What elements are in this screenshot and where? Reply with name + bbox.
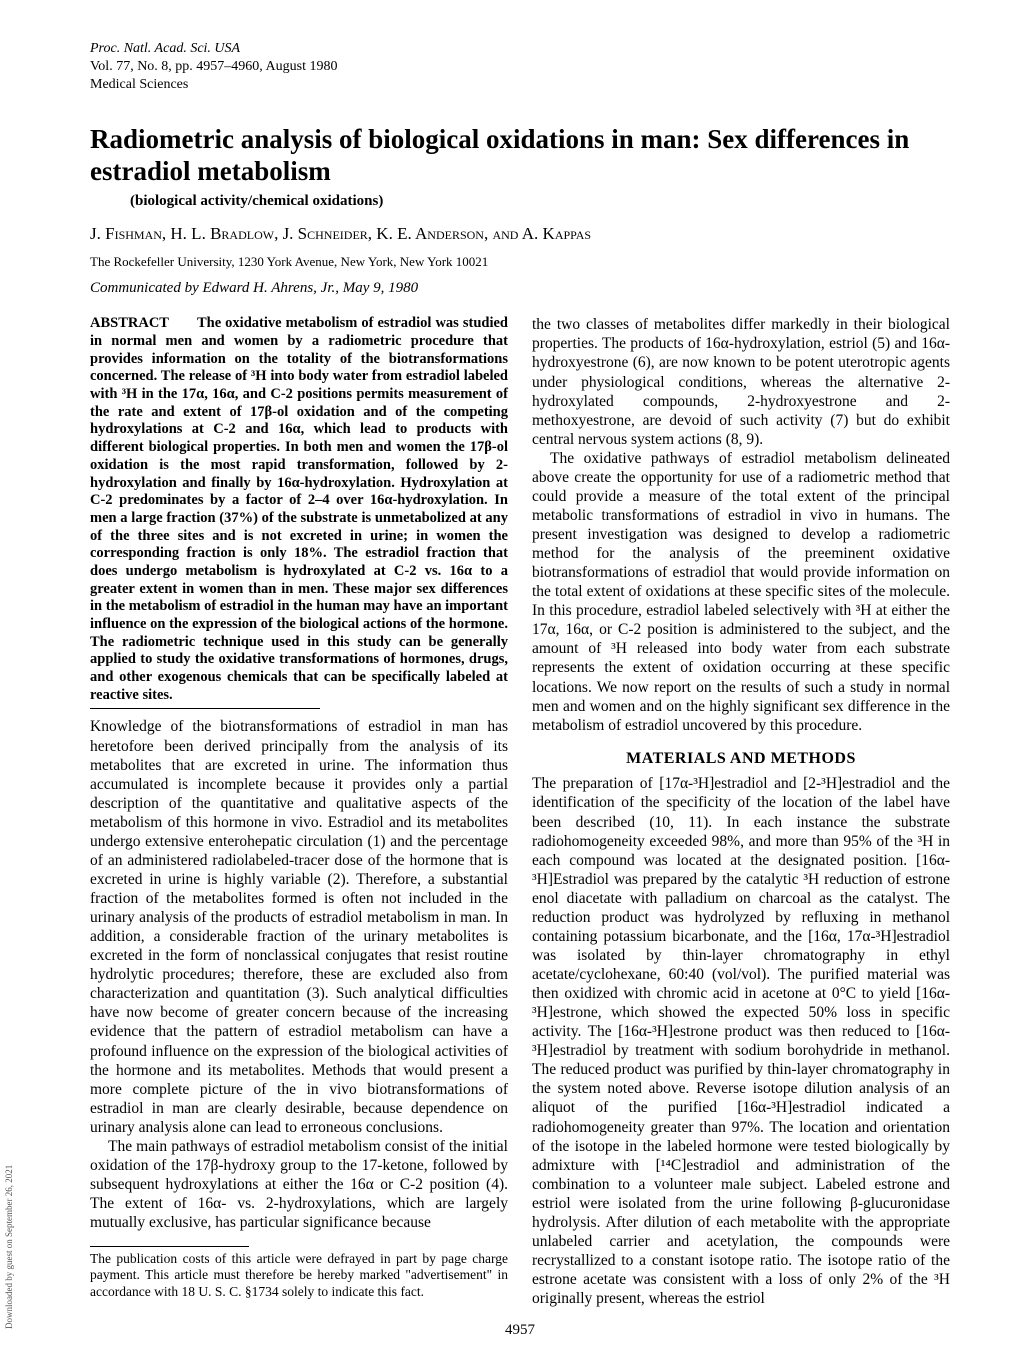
body-paragraph: The preparation of [17α-³H]estradiol and… <box>532 774 950 1308</box>
left-column: ABSTRACTThe oxidative metabolism of estr… <box>90 315 508 1308</box>
body-paragraph: Knowledge of the biotransformations of e… <box>90 717 508 1136</box>
journal-header: Proc. Natl. Acad. Sci. USA Vol. 77, No. … <box>90 40 950 95</box>
journal-name: Proc. Natl. Acad. Sci. USA <box>90 40 950 58</box>
article-subtitle: (biological activity/chemical oxidations… <box>130 193 950 210</box>
body-paragraph: The oxidative pathways of estradiol meta… <box>532 449 950 735</box>
right-column: the two classes of metabolites differ ma… <box>532 315 950 1308</box>
download-note: Downloaded by guest on September 26, 202… <box>4 1165 14 1329</box>
volume-info: Vol. 77, No. 8, pp. 4957–4960, August 19… <box>90 58 950 76</box>
two-column-layout: ABSTRACTThe oxidative metabolism of estr… <box>90 315 950 1308</box>
affiliation: The Rockefeller University, 1230 York Av… <box>90 254 950 270</box>
section-heading: MATERIALS AND METHODS <box>532 749 950 769</box>
abstract-label: ABSTRACT <box>90 315 169 333</box>
communicated-by: Communicated by Edward H. Ahrens, Jr., M… <box>90 280 950 297</box>
body-paragraph: the two classes of metabolites differ ma… <box>532 315 950 448</box>
journal-section: Medical Sciences <box>90 76 950 94</box>
page-container: Downloaded by guest on September 26, 202… <box>0 0 1020 1369</box>
footnote-rule <box>90 1246 249 1247</box>
body-paragraph: The main pathways of estradiol metabolis… <box>90 1137 508 1232</box>
page-number: 4957 <box>90 1322 950 1339</box>
article-title: Radiometric analysis of biological oxida… <box>90 123 950 188</box>
abstract-block: ABSTRACTThe oxidative metabolism of estr… <box>90 315 508 704</box>
authors-line: J. Fishman, H. L. Bradlow, J. Schneider,… <box>90 224 950 244</box>
publication-footnote: The publication costs of this article we… <box>90 1251 508 1300</box>
abstract-rule <box>90 708 320 709</box>
abstract-text: The oxidative metabolism of estradiol wa… <box>90 315 508 702</box>
